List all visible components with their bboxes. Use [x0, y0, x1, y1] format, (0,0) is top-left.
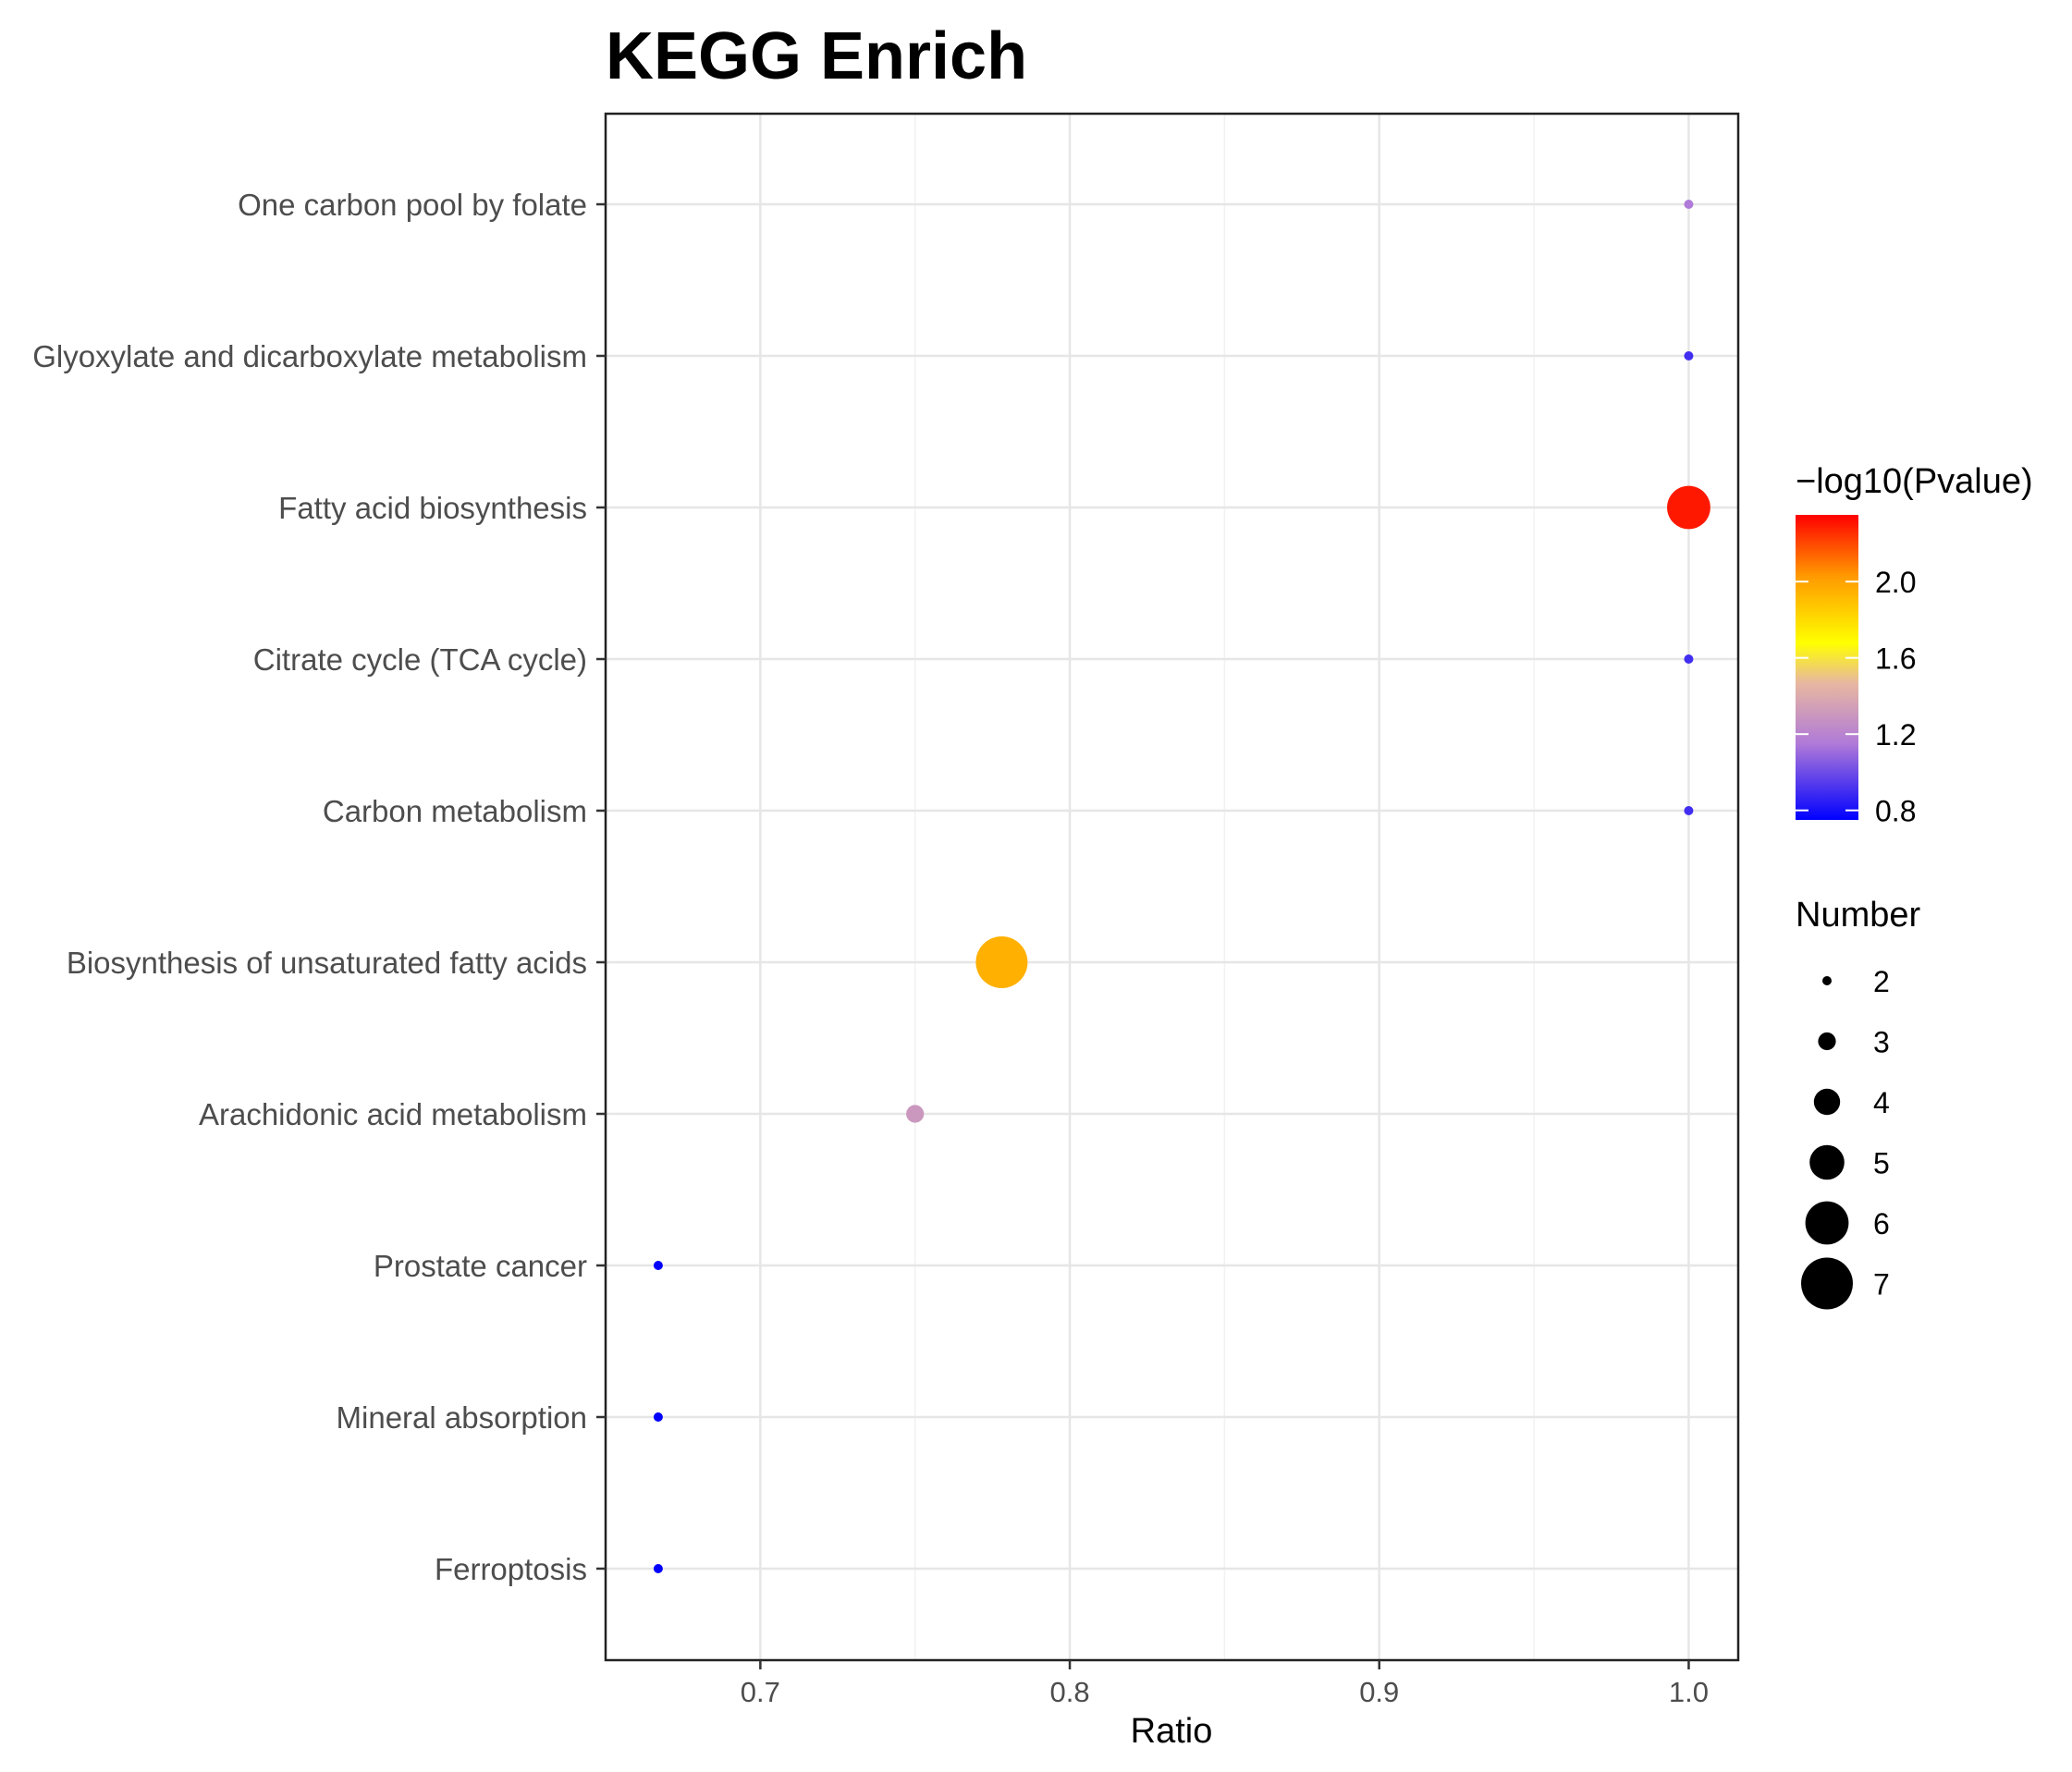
size-legend-dot	[1822, 976, 1832, 985]
y-tick-label: Glyoxylate and dicarboxylate metabolism	[32, 339, 587, 373]
color-legend-ticks: 0.8 1.2 1.6 2.0	[1796, 566, 1916, 828]
data-points	[653, 200, 1710, 1573]
plot-panel	[606, 114, 1738, 1660]
y-tick-label: Biosynthesis of unsaturated fatty acids	[67, 946, 587, 980]
y-tick-label: Arachidonic acid metabolism	[199, 1097, 587, 1131]
size-legend-dot	[1801, 1257, 1853, 1310]
data-point	[1684, 806, 1694, 815]
y-axis-ticks: One carbon pool by folate Glyoxylate and …	[32, 188, 606, 1586]
color-legend-label: 1.2	[1875, 718, 1916, 752]
size-legend-label: 7	[1873, 1268, 1890, 1302]
chart-title: KEGG Enrich	[606, 19, 1027, 93]
y-tick-label: Citrate cycle (TCA cycle)	[253, 642, 587, 677]
data-point	[653, 1261, 663, 1270]
y-tick-label: Carbon metabolism	[323, 794, 587, 828]
color-legend-label: 0.8	[1875, 795, 1916, 828]
data-point	[1667, 485, 1710, 530]
color-legend-label: 2.0	[1875, 566, 1916, 599]
x-tick-label: 0.8	[1049, 1676, 1089, 1708]
y-tick-label: Fatty acid biosynthesis	[278, 491, 587, 525]
y-tick-label: One carbon pool by folate	[238, 188, 587, 222]
x-tick-label: 1.0	[1669, 1676, 1709, 1708]
size-legend-label: 3	[1873, 1026, 1890, 1059]
x-tick-label: 0.9	[1359, 1676, 1399, 1708]
size-legend-dot	[1805, 1201, 1849, 1245]
size-legend-dot	[1813, 1088, 1841, 1116]
data-point	[906, 1105, 925, 1123]
data-point	[1684, 654, 1694, 664]
size-legend-keys: 2 3 4 5 6 7	[1801, 965, 1890, 1310]
x-tick-label: 0.7	[741, 1676, 780, 1708]
data-point	[653, 1564, 663, 1573]
size-legend-title: Number	[1796, 896, 1920, 935]
color-legend-bar	[1796, 515, 1858, 820]
color-legend-title: −log10(Pvalue)	[1796, 462, 2033, 501]
size-legend-dot	[1809, 1144, 1845, 1180]
y-tick-label: Prostate cancer	[374, 1249, 587, 1283]
data-point	[1684, 351, 1694, 361]
y-tick-label: Ferroptosis	[435, 1552, 587, 1586]
data-point	[975, 936, 1028, 988]
size-legend-label: 4	[1873, 1086, 1890, 1119]
size-legend-label: 6	[1873, 1207, 1890, 1240]
x-axis-label: Ratio	[1131, 1712, 1213, 1751]
size-legend-dot	[1818, 1032, 1836, 1051]
size-legend-label: 2	[1873, 965, 1890, 998]
size-legend-label: 5	[1873, 1147, 1890, 1180]
plot-border	[604, 112, 1740, 1662]
grid-lines	[606, 114, 1738, 1660]
y-tick-label: Mineral absorption	[337, 1400, 587, 1435]
color-legend-label: 1.6	[1875, 642, 1916, 676]
data-point	[1684, 200, 1694, 209]
x-axis-ticks: 0.7 0.8 0.9 1.0	[741, 1660, 1709, 1708]
data-point	[653, 1412, 663, 1422]
